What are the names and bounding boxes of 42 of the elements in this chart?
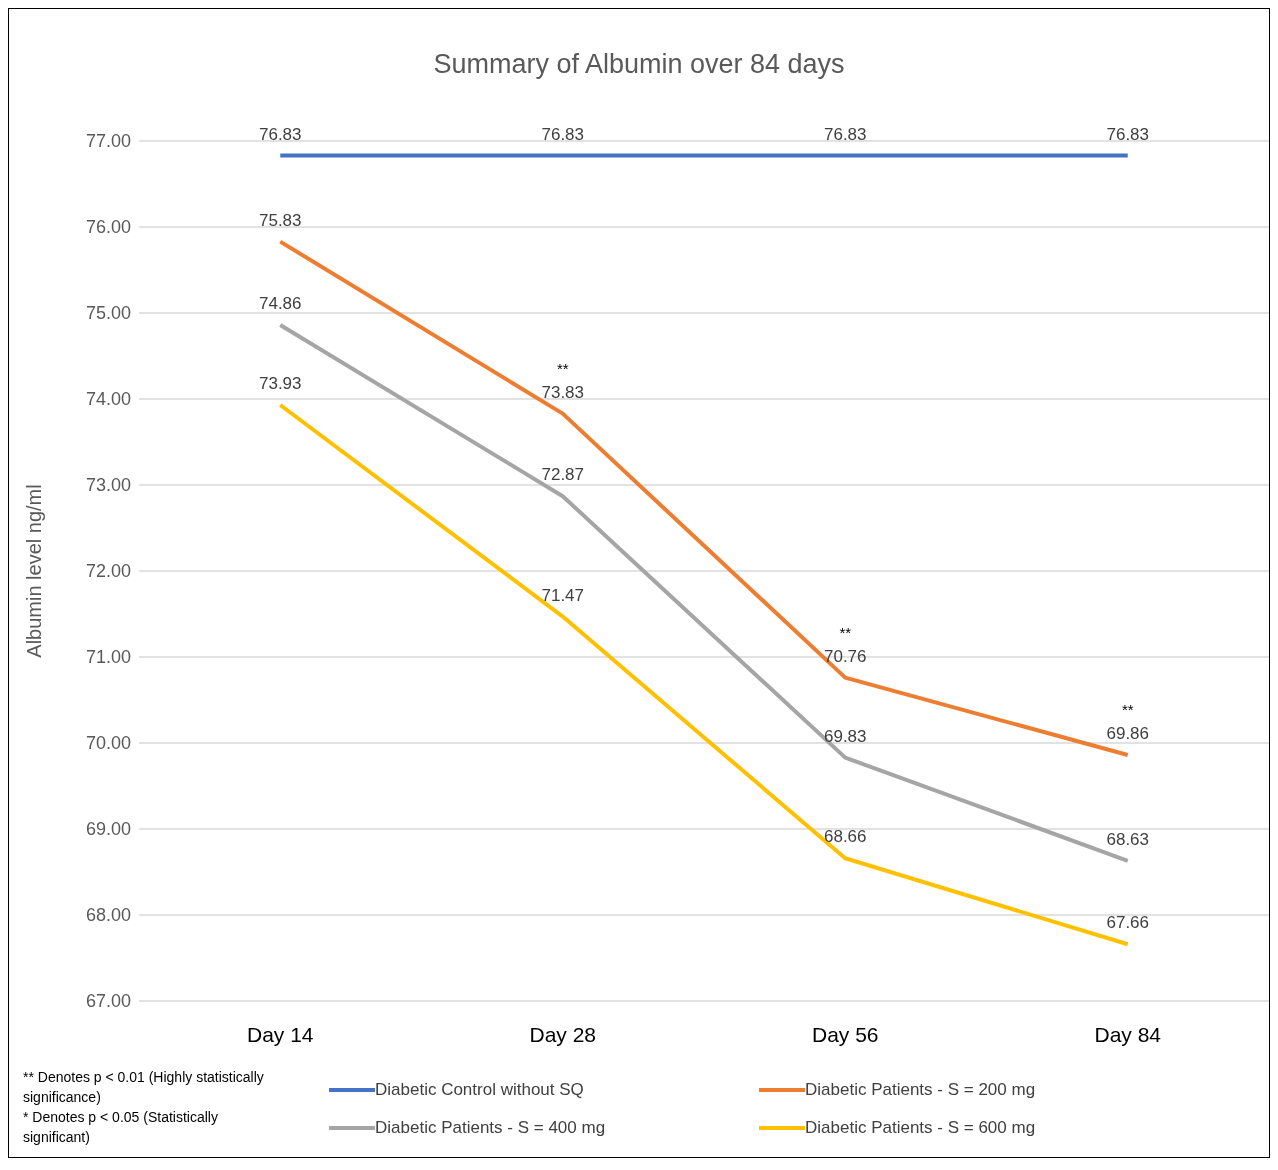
data-label: 76.83 (823, 124, 867, 144)
y-tick-label: 67.00 (85, 991, 131, 1012)
chart-title: Summary of Albumin over 84 days (432, 49, 846, 80)
legend-label: Diabetic Control without SQ (375, 1080, 584, 1100)
data-label: 75.83 (258, 210, 302, 230)
annotation: ** (1121, 701, 1134, 719)
y-tick-label: 77.00 (85, 131, 131, 152)
text: * Denotes p < 0.05 (Statistically significant) (23, 1108, 219, 1147)
data-label: 74.86 (258, 294, 302, 314)
data-label: 69.86 (1106, 724, 1150, 744)
data-label: 76.83 (541, 124, 585, 144)
data-label: 71.47 (541, 585, 585, 605)
data-label: 67.66 (1106, 913, 1150, 933)
data-label: 69.83 (823, 726, 867, 746)
y-tick-label: 72.00 (85, 561, 131, 582)
data-label: 76.83 (1106, 124, 1150, 144)
x-tick-label: Day 28 (529, 1022, 597, 1046)
data-label: 68.66 (823, 827, 867, 847)
data-label: 70.76 (823, 646, 867, 666)
data-label: 72.87 (541, 465, 585, 485)
y-tick-label: 74.00 (85, 389, 131, 410)
legend-label: Diabetic Patients - S = 600 mg (805, 1118, 1036, 1138)
x-tick-label: Day 56 (811, 1022, 879, 1046)
x-tick-label: Day 14 (246, 1022, 314, 1046)
y-tick-label: 68.00 (85, 905, 131, 926)
y-tick-label: 73.00 (85, 475, 131, 496)
x-tick-label: Day 84 (1094, 1022, 1162, 1046)
data-label: 73.83 (541, 382, 585, 402)
data-label: 68.63 (1106, 829, 1150, 849)
data-label: 73.93 (258, 374, 302, 394)
y-tick-label: 75.00 (85, 303, 131, 324)
legend-label: Diabetic Patients - S = 200 mg (805, 1080, 1036, 1100)
y-tick-label: 70.00 (85, 733, 131, 754)
y-tick-label: 76.00 (85, 217, 131, 238)
annotation: ** (839, 623, 852, 641)
y-tick-label: 71.00 (85, 647, 131, 668)
legend-label: Diabetic Patients - S = 400 mg (375, 1118, 606, 1138)
text: ** Denotes p < 0.01 (Highly statistically significance) (23, 1068, 265, 1107)
y-tick-label: 69.00 (85, 819, 131, 840)
y-axis-title: Albumin level ng/ml (23, 484, 46, 658)
annotation: ** (556, 359, 569, 377)
data-label: 76.83 (258, 124, 302, 144)
